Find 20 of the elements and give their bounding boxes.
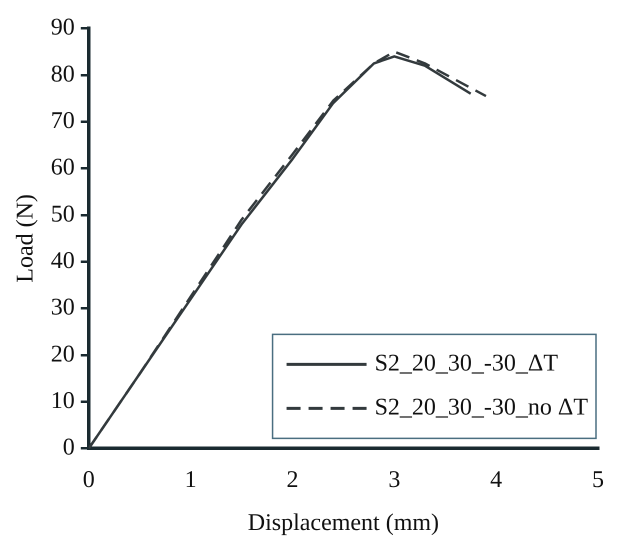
x-tick-label: 3 [388,467,400,494]
y-tick-label: 0 [62,434,75,461]
y-tick-label: 70 [50,108,75,134]
x-tick-label: 4 [490,467,502,494]
y-tick-label: 80 [50,61,75,88]
y-axis-title: Load (N) [12,194,39,283]
x-tick-label: 2 [286,467,298,494]
x-tick-label: 1 [184,467,197,494]
legend-label: S2_20_30_-30_ΔT [374,350,558,377]
y-tick-label: 10 [50,388,75,414]
x-axis-title: Displacement (mm) [248,510,440,536]
y-tick-label: 20 [50,341,75,368]
y-tick-label: 60 [50,154,75,181]
legend-label: S2_20_30_-30_no ΔT [374,394,588,421]
y-tick-label: 50 [50,201,75,228]
y-tick-label: 40 [50,248,75,274]
x-tick-label: 5 [592,467,604,494]
x-tick-label: 0 [82,467,95,494]
y-tick-label: 90 [50,14,75,41]
y-tick-label: 30 [50,294,75,321]
